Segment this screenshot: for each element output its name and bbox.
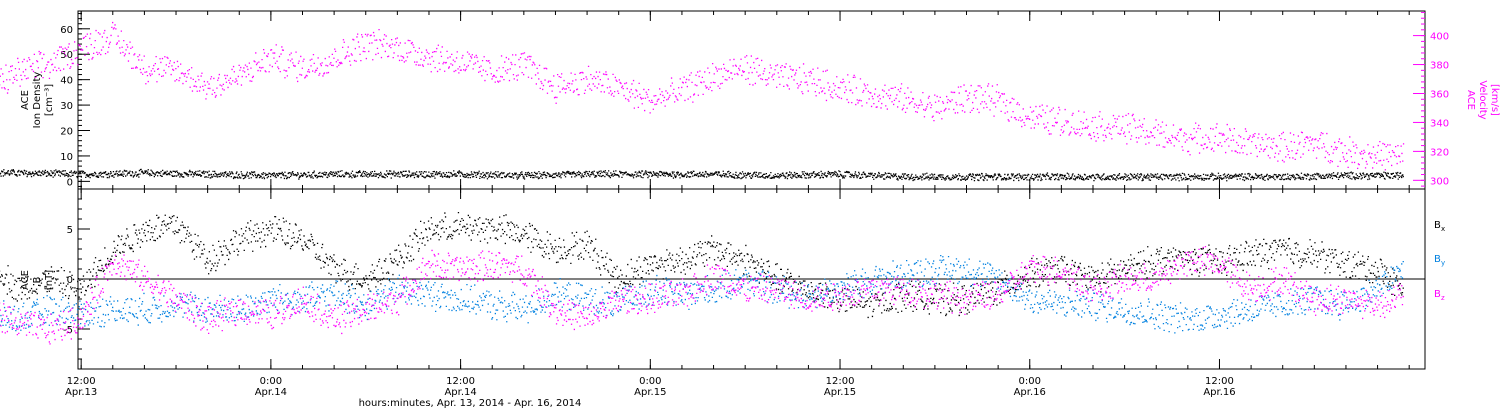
x-axis-title: hours:minutes, Apr. 13, 2014 - Apr. 16, … [359,398,582,409]
y-tick-label: 20 [60,127,73,138]
x-tick-time-label: 0:00 [639,376,661,387]
y2-tick-label: 300 [1430,176,1449,187]
x-tick-date-label: Apr.15 [824,387,856,398]
y-tick-label: 10 [60,152,73,163]
y-tick-label: -5 [63,325,73,336]
y-tick-label: 0 [67,275,73,286]
y2-tick-label: 340 [1430,118,1449,129]
y-tick-label: 5 [67,225,73,236]
data-series [0,168,1404,182]
y-tick-label: 30 [60,101,73,112]
y2-tick-label: 320 [1430,147,1449,158]
x-tick-time-label: 12:00 [826,376,855,387]
legend-label-y: B [1434,254,1441,265]
y2-tick-label: 360 [1430,89,1449,100]
legend-subscript-x: x [1441,225,1445,233]
x-tick-date-label: Apr.13 [65,387,97,398]
legend-subscript-z: z [1441,294,1445,302]
top-panel: 0102030405060300320340360380400ACEIon De… [0,10,1500,190]
top-y-label: Ion Density [32,72,43,129]
legend-subscript-y: y [1441,259,1445,267]
x-tick-time-label: 12:00 [1205,376,1234,387]
x-tick-date-label: Apr.15 [634,387,666,398]
x-tick-time-label: 12:00 [67,376,96,387]
x-tick-time-label: 12:00 [446,376,475,387]
y-tick-label: 60 [60,25,73,36]
data-series [0,255,1404,334]
top-y2-label: Velocity [1477,80,1488,119]
legend-label-z: B [1434,289,1441,300]
x-tick-time-label: 0:00 [260,376,282,387]
y-tick-label: 40 [60,76,73,87]
x-tick-date-label: Apr.16 [1014,387,1046,398]
data-series [0,212,1404,319]
y2-tick-label: 400 [1430,32,1449,43]
x-tick-date-label: Apr.16 [1203,387,1235,398]
data-series [0,21,1405,171]
top-y-label: [cm⁻³] [44,84,55,116]
top-panel-frame [77,10,1426,190]
bottom-y-label: B [32,276,43,283]
top-y-label: ACE [20,90,31,110]
x-tick-date-label: Apr.14 [444,387,476,398]
bottom-y-label: [nT] [44,270,55,290]
top-y2-label: ACE [1465,90,1476,110]
legend-label-x: B [1434,220,1441,231]
y-tick-label: 0 [67,177,73,188]
x-tick-time-label: 0:00 [1019,376,1041,387]
x-axis: 12:00Apr.130:00Apr.1412:00Apr.140:00Apr.… [65,11,1410,398]
bottom-y-label: ACE [20,270,31,290]
top-y2-label: [km/s] [1489,84,1500,116]
y2-tick-label: 380 [1430,61,1449,72]
x-tick-date-label: Apr.14 [255,387,287,398]
